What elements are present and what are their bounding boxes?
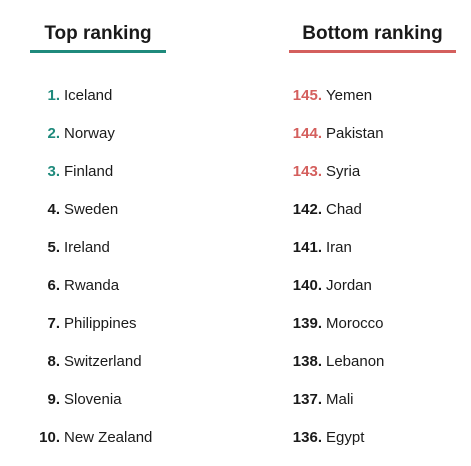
rank-number: 4. [47, 201, 60, 218]
top-ranking-column: Top ranking 1. Iceland 2. Norway 3. Finland 4.… [30, 22, 166, 446]
bottom-ranking-underline [289, 50, 456, 53]
country-name: Mali [326, 391, 354, 408]
rank-number: 141. [292, 239, 322, 256]
rank-number: 140. [292, 277, 322, 294]
top-ranking-row: 10. New Zealand [30, 428, 152, 448]
country-name: Sweden [64, 201, 119, 218]
top-ranking-row: 2. Norway [30, 124, 115, 144]
country-name: Yemen [326, 87, 373, 104]
bottom-ranking-row: 137. Mali [289, 390, 354, 410]
country-name: Slovenia [64, 391, 122, 408]
country-name: Switzerland [64, 353, 142, 370]
country-name: Norway [64, 125, 115, 142]
country-name: Rwanda [64, 277, 120, 294]
top-ranking-row: 8. Switzerland [30, 352, 142, 372]
bottom-ranking-row: 138. Lebanon [289, 352, 385, 372]
rank-number: 9. [47, 391, 60, 408]
top-ranking-row: 1. Iceland [30, 86, 112, 106]
rank-number: 2. [47, 125, 60, 142]
rank-number: 3. [47, 163, 60, 180]
rank-number: 8. [47, 353, 60, 370]
country-name: Ireland [64, 239, 110, 256]
bottom-ranking-row: 144. Pakistan [289, 124, 384, 144]
top-ranking-row: 7. Philippines [30, 314, 137, 334]
top-ranking-header: Top ranking [44, 23, 152, 44]
bottom-ranking-row: 136. Egypt [289, 428, 365, 448]
rank-number: 6. [47, 277, 60, 294]
rank-number: 137. [292, 391, 322, 408]
bottom-ranking-row: 142. Chad [289, 200, 362, 220]
rank-number: 5. [47, 239, 60, 256]
country-name: Philippines [64, 315, 137, 332]
bottom-ranking-column: Bottom ranking 145. Yemen 144. Pakistan 143.… [289, 22, 456, 446]
rank-number: 7. [47, 315, 60, 332]
country-name: Jordan [326, 277, 372, 294]
country-name: Iceland [64, 87, 113, 104]
rank-number: 145. [292, 87, 322, 104]
top-ranking-row: 4. Sweden [30, 200, 118, 220]
bottom-ranking-row: 140. Jordan [289, 276, 372, 296]
top-ranking-row: 5. Ireland [30, 238, 110, 258]
bottom-ranking-header: Bottom ranking [302, 23, 443, 44]
top-ranking-underline [30, 50, 166, 53]
top-ranking-row: 6. Rwanda [30, 276, 119, 296]
country-name: Chad [326, 201, 362, 218]
country-name: Morocco [326, 315, 384, 332]
rank-number: 142. [292, 201, 322, 218]
country-name: Pakistan [326, 125, 384, 142]
bottom-ranking-row: 143. Syria [289, 162, 360, 182]
country-name: Iran [326, 239, 352, 256]
bottom-ranking-row: 139. Morocco [289, 314, 384, 334]
top-ranking-row: 9. Slovenia [30, 390, 122, 410]
country-name: Syria [326, 163, 361, 180]
top-ranking-row: 3. Finland [30, 162, 113, 182]
country-name: Egypt [326, 429, 365, 446]
rank-number: 138. [292, 353, 322, 370]
bottom-ranking-row: 145. Yemen [289, 86, 372, 106]
country-name: Finland [64, 163, 114, 180]
country-name: New Zealand [64, 429, 153, 446]
rank-number: 143. [292, 163, 322, 180]
bottom-ranking-row: 141. Iran [289, 238, 352, 258]
rank-number: 144. [292, 125, 322, 142]
rank-number: 10. [39, 429, 60, 446]
rank-number: 139. [292, 315, 322, 332]
rank-number: 136. [292, 429, 322, 446]
country-name: Lebanon [326, 353, 385, 370]
rank-number: 1. [47, 87, 60, 104]
